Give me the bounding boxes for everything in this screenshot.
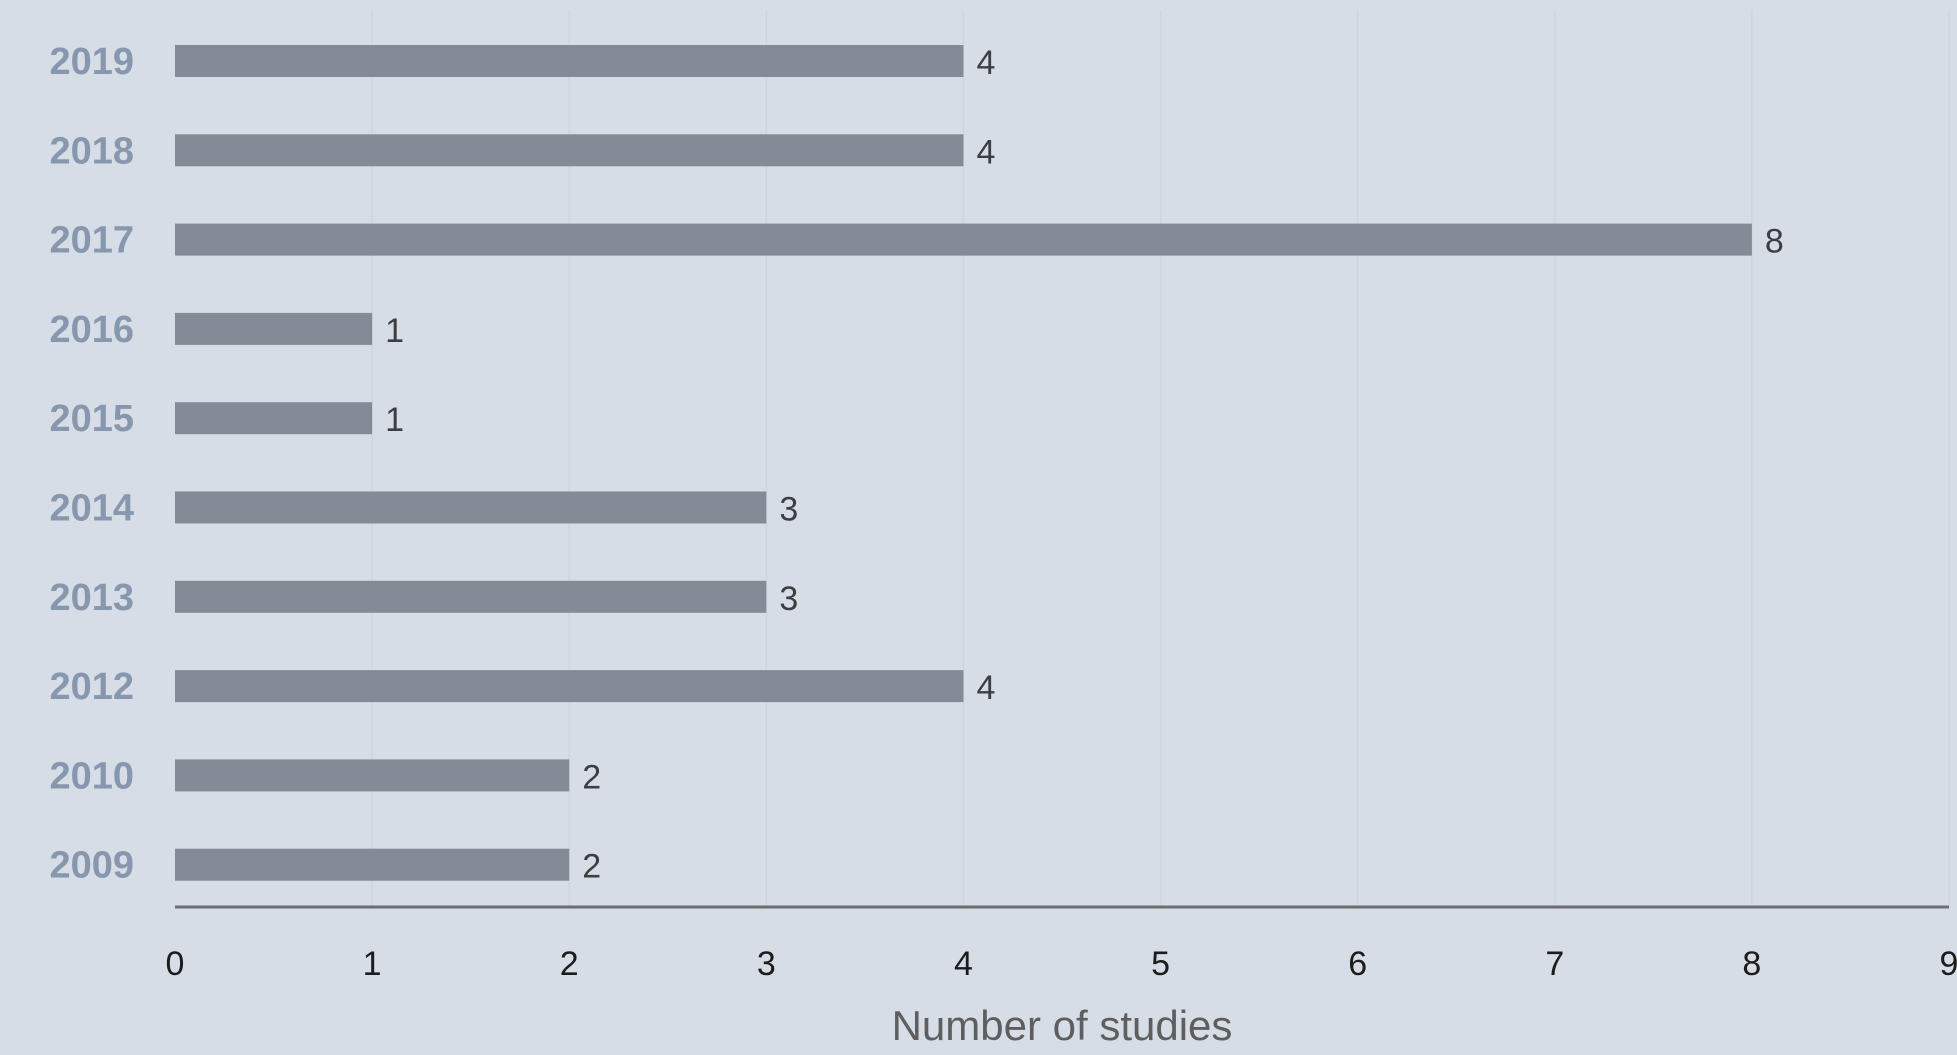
bar-2013 <box>175 580 767 613</box>
x-tick-label-2: 2 <box>560 945 579 983</box>
x-tick-label-6: 6 <box>1348 945 1367 983</box>
bar-2019 <box>175 45 964 77</box>
value-label-2013: 3 <box>779 580 798 618</box>
category-label-2010: 2010 <box>49 755 134 797</box>
category-label-2017: 2017 <box>49 220 134 262</box>
x-tick-label-4: 4 <box>954 945 973 983</box>
x-axis-title: Number of studies <box>892 1002 1233 1049</box>
bar-2017 <box>175 223 1752 256</box>
category-label-2015: 2015 <box>49 398 134 440</box>
value-label-2016: 1 <box>385 312 404 350</box>
value-label-2014: 3 <box>779 491 798 529</box>
bar-2012 <box>175 670 964 703</box>
category-label-2019: 2019 <box>49 41 134 83</box>
bar-2014 <box>175 491 767 524</box>
x-tick-label-5: 5 <box>1151 945 1170 983</box>
x-tick-label-1: 1 <box>363 945 382 983</box>
bar-2018 <box>175 134 964 167</box>
bars <box>175 45 1752 881</box>
value-label-2018: 4 <box>976 133 995 171</box>
x-tick-label-8: 8 <box>1742 945 1761 983</box>
value-label-2009: 2 <box>582 848 601 886</box>
value-label-2019: 4 <box>976 44 995 82</box>
category-label-2009: 2009 <box>49 845 134 887</box>
bar-2009 <box>175 848 570 881</box>
x-tick-label-3: 3 <box>757 945 776 983</box>
value-label-2012: 4 <box>976 669 995 707</box>
category-labels: 2019 2018 2017 2016 2015 2014 2013 2012 2010 2009 <box>49 41 134 887</box>
bar-2015 <box>175 402 373 435</box>
category-label-2018: 2018 <box>49 130 134 172</box>
x-tick-label-0: 0 <box>166 945 185 983</box>
category-label-2013: 2013 <box>49 577 134 619</box>
x-tick-label-9: 9 <box>1940 945 1957 983</box>
value-label-2017: 8 <box>1765 223 1784 261</box>
category-label-2012: 2012 <box>49 666 134 708</box>
x-tick-label-7: 7 <box>1545 945 1564 983</box>
x-tick-labels: 0 1 2 3 4 5 6 7 8 9 <box>166 945 1957 983</box>
value-label-2010: 2 <box>582 758 601 796</box>
value-labels: 4 4 8 1 1 3 3 4 2 2 <box>385 44 1784 886</box>
category-label-2016: 2016 <box>49 309 134 351</box>
bar-2010 <box>175 759 570 792</box>
category-label-2014: 2014 <box>49 488 134 530</box>
bar-2016 <box>175 312 373 345</box>
value-label-2015: 1 <box>385 401 404 439</box>
